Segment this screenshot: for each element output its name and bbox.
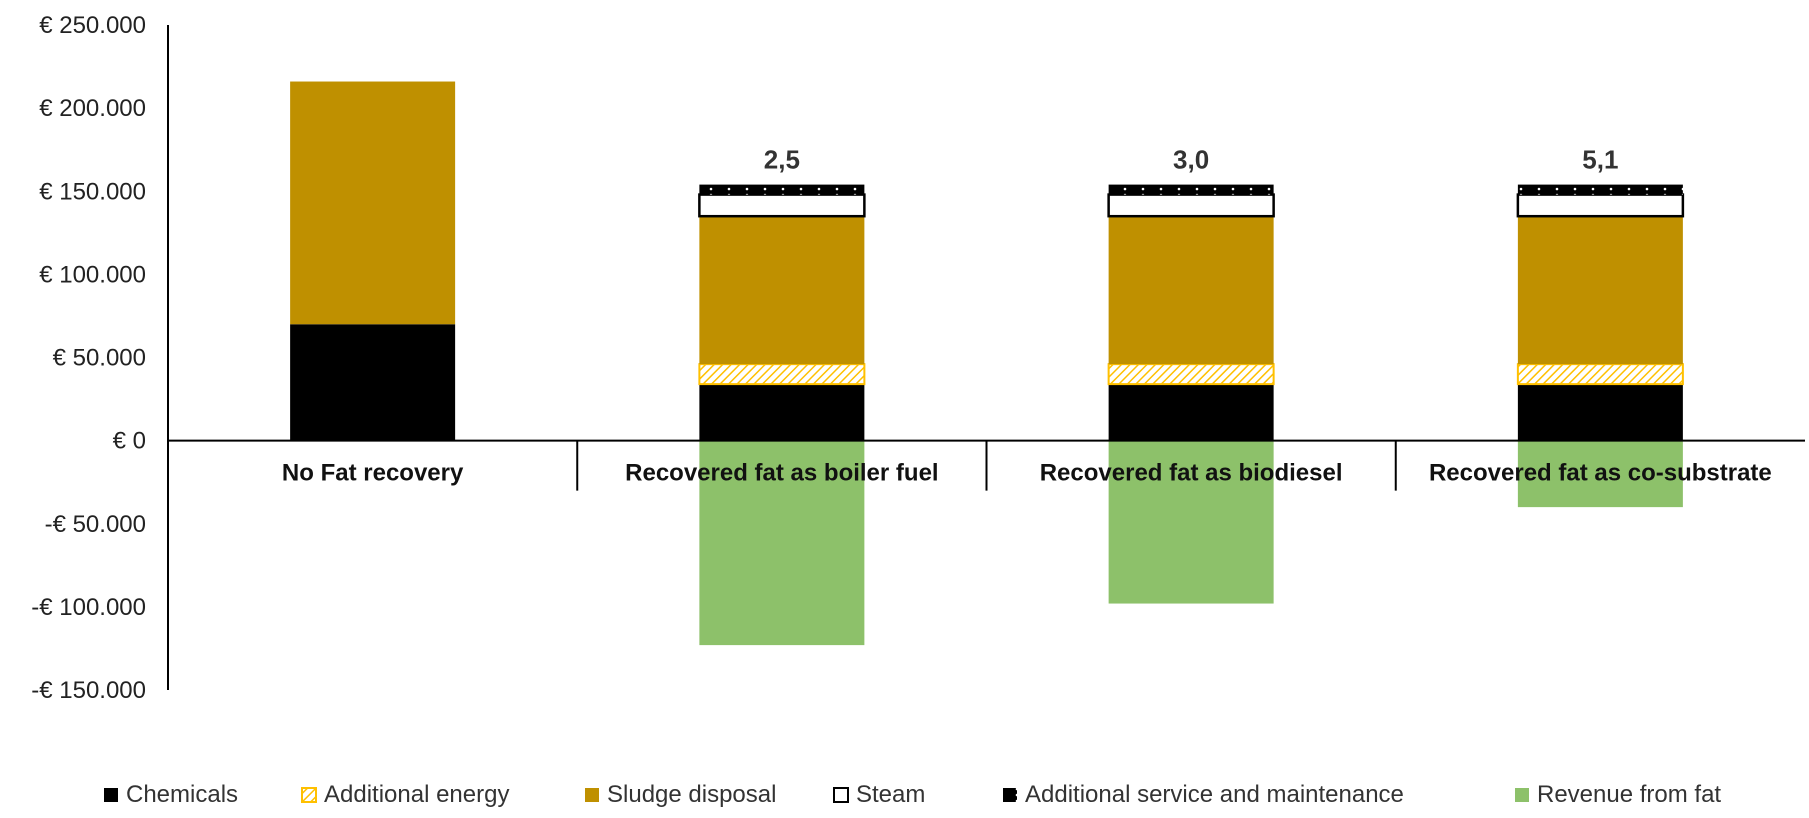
bar-segment-revenue-from-fat	[1108, 440, 1274, 604]
y-tick-label: € 200.000	[39, 95, 146, 122]
legend-label: Additional service and maintenance	[1025, 781, 1404, 808]
y-tick-label: € 250.000	[39, 12, 146, 39]
bars	[290, 81, 1685, 646]
x-category-label: Recovered fat as boiler fuel	[625, 460, 938, 487]
legend-swatch	[301, 787, 317, 803]
bar-segment-steam	[1516, 193, 1685, 218]
bar-segment-revenue-from-fat	[1517, 440, 1683, 508]
x-category-label: No Fat recovery	[282, 460, 464, 487]
legend-swatch	[1515, 788, 1529, 802]
bar-segment-chemicals	[699, 384, 865, 441]
x-category-label: Recovered fat as biodiesel	[1040, 460, 1343, 487]
legend-label: Chemicals	[126, 781, 238, 808]
labels: No Fat recovery Recovered fat as boiler f…	[282, 145, 1772, 487]
bar-segment-steam	[698, 193, 866, 218]
legend-swatch	[1003, 788, 1017, 802]
bar-segment-additional-service-and-maintenance	[699, 184, 865, 195]
y-tick-label: -€ 100.000	[31, 594, 146, 621]
bar-segment-sludge-disposal	[1517, 216, 1683, 365]
bar-segment-steam	[1107, 193, 1275, 218]
data-label: 2,5	[764, 145, 800, 175]
data-label: 5,1	[1582, 145, 1618, 175]
legend-swatch	[833, 787, 849, 803]
bar-segment-sludge-disposal	[699, 216, 865, 365]
y-tick-label: -€ 150.000	[31, 677, 146, 704]
legend-label: Revenue from fat	[1537, 781, 1721, 808]
legend-label: Additional energy	[324, 781, 509, 808]
bar-segment-additional-service-and-maintenance	[1108, 184, 1274, 195]
data-label: 3,0	[1173, 145, 1209, 175]
bar-segment-revenue-from-fat	[699, 440, 865, 646]
bar-segment-chemicals	[290, 324, 456, 441]
bar-segment-chemicals	[1108, 384, 1274, 441]
y-tick-label: € 0	[113, 428, 146, 455]
y-tick-label: € 150.000	[39, 178, 146, 205]
legend-swatch	[104, 788, 118, 802]
bar-segment-additional-service-and-maintenance	[1517, 184, 1683, 195]
bar-segment-additional-energy	[1516, 363, 1684, 386]
y-tick-label: -€ 50.000	[45, 511, 146, 538]
bar-segment-additional-energy	[1107, 363, 1275, 386]
bar-segment-sludge-disposal	[290, 81, 456, 325]
y-tick-label: € 100.000	[39, 261, 146, 288]
axes: € 250.000 € 200.000 € 150.000 € 100.000 € 50…	[31, 12, 1805, 704]
bar-segment-chemicals	[1517, 384, 1683, 441]
y-tick-label: € 50.000	[53, 345, 146, 372]
legend-label: Sludge disposal	[607, 781, 776, 808]
legend-label: Steam	[856, 781, 925, 808]
bar-segment-additional-energy	[698, 363, 866, 386]
legend: Chemicals Additional energy Sludge disposa…	[104, 781, 1721, 808]
bar-segment-sludge-disposal	[1108, 216, 1274, 365]
x-category-label: Recovered fat as co-substrate	[1429, 460, 1772, 487]
legend-swatch	[585, 788, 599, 802]
